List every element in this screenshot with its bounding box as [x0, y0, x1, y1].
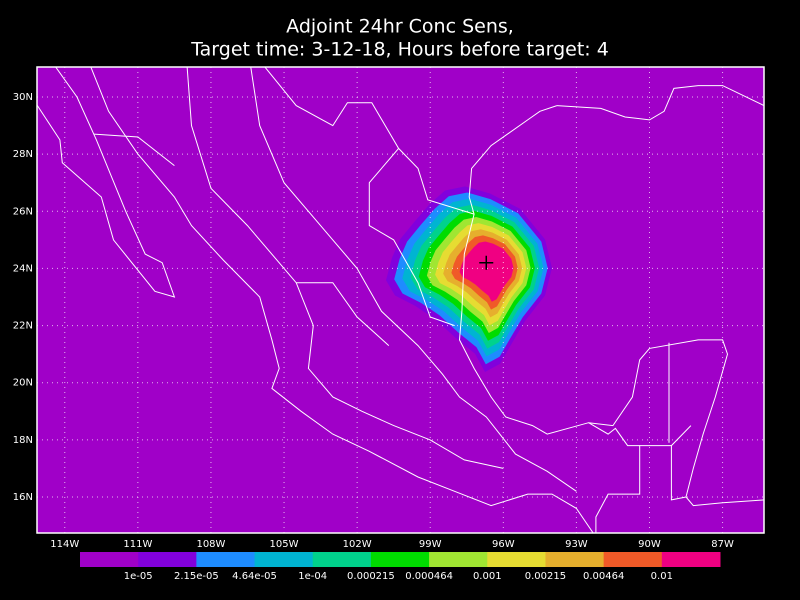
colorbar-label: 0.01 — [651, 571, 673, 582]
x-tick-label: 90W — [638, 539, 661, 550]
x-tick-label: 99W — [419, 539, 442, 550]
coastline — [296, 282, 390, 346]
x-tick-label: 87W — [711, 539, 734, 550]
x-tick-label: 93W — [565, 539, 588, 550]
coastline — [186, 67, 504, 469]
colorbar-label: 1e-05 — [124, 571, 153, 582]
colorbar-box — [254, 552, 314, 567]
coastline — [90, 67, 594, 533]
title-line: Adjoint 24hr Conc Sens, — [286, 16, 514, 38]
colorbar-box — [370, 552, 430, 567]
colorbar-label: 0.00464 — [583, 571, 624, 582]
y-tick-label: 16N — [13, 492, 33, 503]
y-tick-label: 22N — [13, 321, 33, 332]
colorbar-box — [138, 552, 197, 567]
colorbar-label: 0.00215 — [525, 571, 566, 582]
x-tick-label: 111W — [123, 539, 152, 550]
coastline — [595, 445, 687, 533]
target-marker — [479, 255, 494, 270]
coastline — [458, 105, 764, 507]
coastline — [264, 67, 475, 215]
coastline — [588, 422, 640, 447]
x-tick-label: 96W — [492, 539, 515, 550]
y-tick-label: 28N — [13, 149, 33, 160]
title-line: Target time: 3-12-18, Hours before targe… — [190, 39, 609, 61]
x-tick-label: 114W — [50, 539, 79, 550]
coastline — [671, 425, 692, 446]
colorbar-box — [487, 552, 546, 567]
y-tick-label: 24N — [13, 263, 33, 274]
contour-region — [459, 241, 514, 302]
colorbar-box — [661, 552, 721, 567]
plot-layer — [37, 67, 764, 533]
colorbar-label: 2.15e-05 — [174, 571, 219, 582]
colorbar-label: 4.64e-05 — [232, 571, 277, 582]
colorbar-box — [603, 552, 663, 567]
y-tick-label: 20N — [13, 378, 33, 389]
colorbar-label: 0.000215 — [347, 571, 395, 582]
colorbar-box — [429, 552, 488, 567]
colorbar-label: 1e-04 — [298, 571, 327, 582]
y-tick-label: 26N — [13, 206, 33, 217]
colorbar-label: 0.000464 — [405, 571, 453, 582]
coastline — [556, 85, 764, 121]
y-tick-label: 30N — [13, 92, 33, 103]
x-tick-label: 102W — [343, 539, 372, 550]
coastline — [37, 67, 176, 298]
coastline — [250, 67, 577, 492]
x-tick-label: 105W — [270, 539, 299, 550]
colorbar-box — [312, 552, 372, 567]
colorbar-label: 0.001 — [473, 571, 502, 582]
colorbar-box — [545, 552, 605, 567]
x-tick-label: 108W — [196, 539, 225, 550]
plot-frame — [36, 66, 765, 534]
colorbar-box — [80, 552, 139, 567]
y-tick-label: 18N — [13, 435, 33, 446]
colorbar-box — [196, 552, 256, 567]
plot-background — [37, 67, 764, 533]
